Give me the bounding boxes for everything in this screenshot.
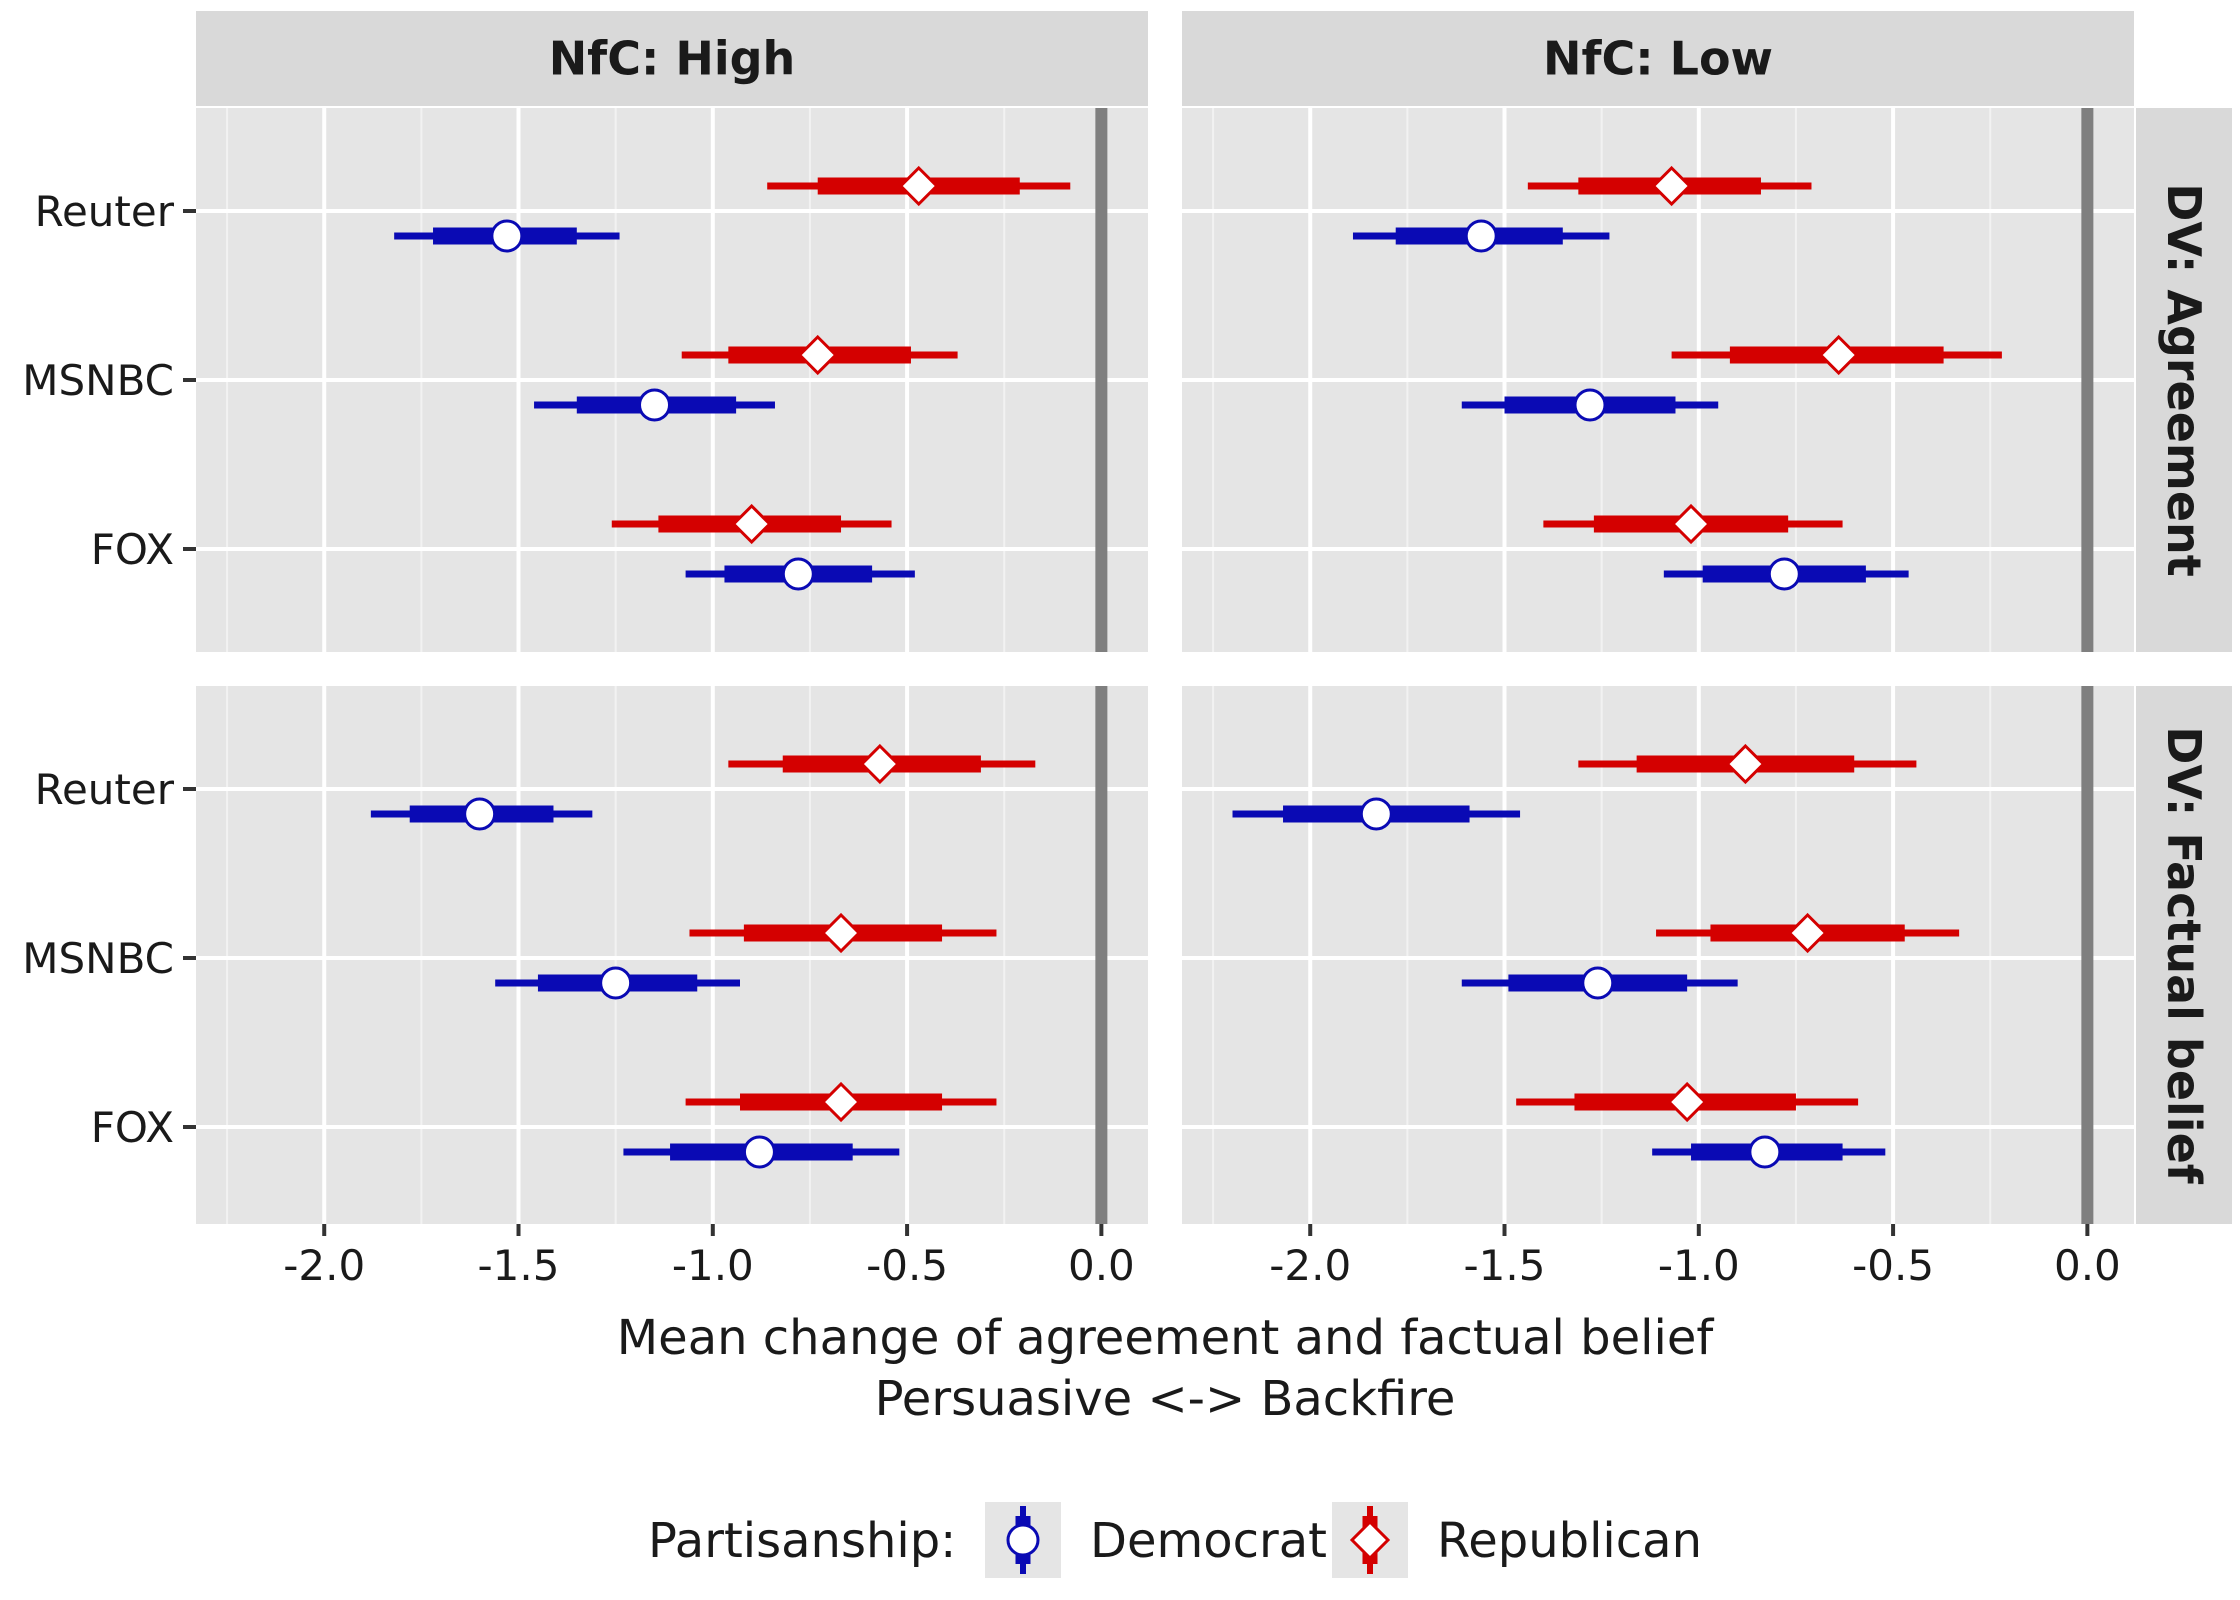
axes: Reuter MSNBC FOX Reuter MSNBC FOX -2.0 -1.5 -1.0… bbox=[22, 187, 2120, 1427]
x-tick-label: -1.5 bbox=[478, 1241, 560, 1290]
republican-point bbox=[1651, 165, 1692, 207]
democrat-fox-pointrange bbox=[1663, 557, 1909, 591]
democrat-point bbox=[1359, 797, 1393, 831]
facet-strip-dv-agreement bbox=[2136, 108, 2232, 652]
x-tick-label: 0.0 bbox=[1068, 1241, 1135, 1290]
republican-reuter-pointrange bbox=[1578, 743, 1917, 785]
democrat-point bbox=[1464, 219, 1498, 253]
y-tick-label: FOX bbox=[91, 525, 174, 574]
republican-msnbc-pointrange bbox=[681, 334, 958, 376]
democrat-reuter-pointrange bbox=[394, 219, 620, 253]
y-tick-label: Reuter bbox=[35, 187, 175, 236]
x-tick-label: -1.0 bbox=[1658, 1241, 1740, 1290]
legend-label: Republican bbox=[1437, 1513, 1702, 1569]
democrat-fox-pointrange bbox=[1652, 1135, 1886, 1169]
y-tick-label: MSNBC bbox=[22, 934, 174, 983]
facet-strip-nfc-low bbox=[1182, 11, 2134, 106]
republican-point bbox=[820, 1081, 862, 1123]
panel-nfc-low-dv-agreement bbox=[1182, 108, 2134, 652]
democrat-reuter-pointrange bbox=[1352, 219, 1610, 253]
democrat-msnbc-pointrange bbox=[495, 966, 740, 1000]
democrat-msnbc-pointrange bbox=[1461, 966, 1738, 1000]
democrat-reuter-pointrange bbox=[1232, 797, 1521, 831]
legend-diamond-icon bbox=[1349, 1519, 1391, 1561]
x-tick-label: -2.0 bbox=[1269, 1241, 1351, 1290]
republican-reuter-pointrange bbox=[1527, 165, 1812, 207]
republican-fox-pointrange bbox=[1516, 1081, 1859, 1123]
y-tick-label: MSNBC bbox=[22, 356, 174, 405]
republican-point bbox=[898, 165, 939, 207]
facet-strip-dv-factual-belief bbox=[2136, 686, 2232, 1224]
legend-label: Democrat bbox=[1090, 1513, 1327, 1569]
republican-point bbox=[1670, 503, 1712, 545]
democrat-point bbox=[1748, 1135, 1782, 1169]
x-tick-label: 0.0 bbox=[2054, 1241, 2121, 1290]
democrat-point bbox=[463, 797, 497, 831]
legend-circle-icon bbox=[1006, 1523, 1040, 1557]
republican-point bbox=[1818, 334, 1859, 376]
x-axis-subtitle: Persuasive <-> Backfire bbox=[875, 1371, 1456, 1427]
democrat-point bbox=[742, 1135, 776, 1169]
republican-msnbc-pointrange bbox=[1671, 334, 2002, 376]
democrat-msnbc-pointrange bbox=[1461, 388, 1719, 422]
facet-strip-label: NfC: Low bbox=[1543, 32, 1773, 86]
democrat-point bbox=[490, 219, 524, 253]
x-tick-label: -2.0 bbox=[283, 1241, 365, 1290]
legend-title: Partisanship: bbox=[648, 1513, 956, 1569]
x-tick-label: -0.5 bbox=[866, 1241, 948, 1290]
republican-fox-pointrange bbox=[685, 1081, 997, 1123]
republican-point bbox=[1787, 912, 1828, 954]
legend-item-republican: Republican bbox=[1332, 1502, 1702, 1578]
democrat-point bbox=[1581, 966, 1615, 1000]
facet-strip-label: NfC: High bbox=[549, 32, 796, 86]
legend-item-democrat: Democrat bbox=[985, 1502, 1327, 1578]
republican-fox-pointrange bbox=[611, 503, 892, 545]
democrat-point bbox=[781, 557, 815, 591]
facets: NfC: High NfC: Low DV: Agreement DV: Factua… bbox=[196, 11, 2232, 1224]
y-tick-label: FOX bbox=[91, 1103, 174, 1152]
x-tick-label: -0.5 bbox=[1852, 1241, 1934, 1290]
republican-point bbox=[731, 503, 772, 545]
facet-strip-label: DV: Factual belief bbox=[2157, 726, 2211, 1185]
republican-msnbc-pointrange bbox=[1656, 912, 1960, 954]
facet-strip-label: DV: Agreement bbox=[2157, 183, 2211, 577]
democrat-msnbc-pointrange bbox=[534, 388, 775, 422]
y-tick-label: Reuter bbox=[35, 765, 175, 814]
democrat-point bbox=[1573, 388, 1607, 422]
democrat-point bbox=[1767, 557, 1801, 591]
democrat-fox-pointrange bbox=[685, 557, 915, 591]
democrat-point bbox=[599, 966, 633, 1000]
panel-nfc-low-dv-factual-belief bbox=[1182, 686, 2134, 1224]
legend: Partisanship: Democrat Republican bbox=[648, 1502, 1702, 1578]
republican-msnbc-pointrange bbox=[689, 912, 997, 954]
panel-background bbox=[196, 686, 1148, 1224]
republican-reuter-pointrange bbox=[767, 165, 1071, 207]
republican-point bbox=[797, 334, 838, 376]
panel-background bbox=[1182, 686, 2134, 1224]
facet-strip-nfc-high bbox=[196, 11, 1148, 106]
republican-reuter-pointrange bbox=[728, 743, 1036, 785]
panel-nfc-high-dv-factual-belief bbox=[196, 686, 1148, 1224]
x-axis-title: Mean change of agreement and factual bel… bbox=[617, 1310, 1715, 1366]
x-tick-label: -1.0 bbox=[672, 1241, 754, 1290]
x-tick-label: -1.5 bbox=[1464, 1241, 1546, 1290]
republican-fox-pointrange bbox=[1543, 503, 1843, 545]
panel-nfc-high-dv-agreement bbox=[196, 108, 1148, 652]
republican-point bbox=[859, 743, 901, 785]
democrat-fox-pointrange bbox=[623, 1135, 900, 1169]
democrat-point bbox=[638, 388, 672, 422]
democrat-reuter-pointrange bbox=[370, 797, 593, 831]
republican-point bbox=[1667, 1081, 1708, 1123]
republican-point bbox=[1725, 743, 1766, 785]
republican-point bbox=[820, 912, 862, 954]
